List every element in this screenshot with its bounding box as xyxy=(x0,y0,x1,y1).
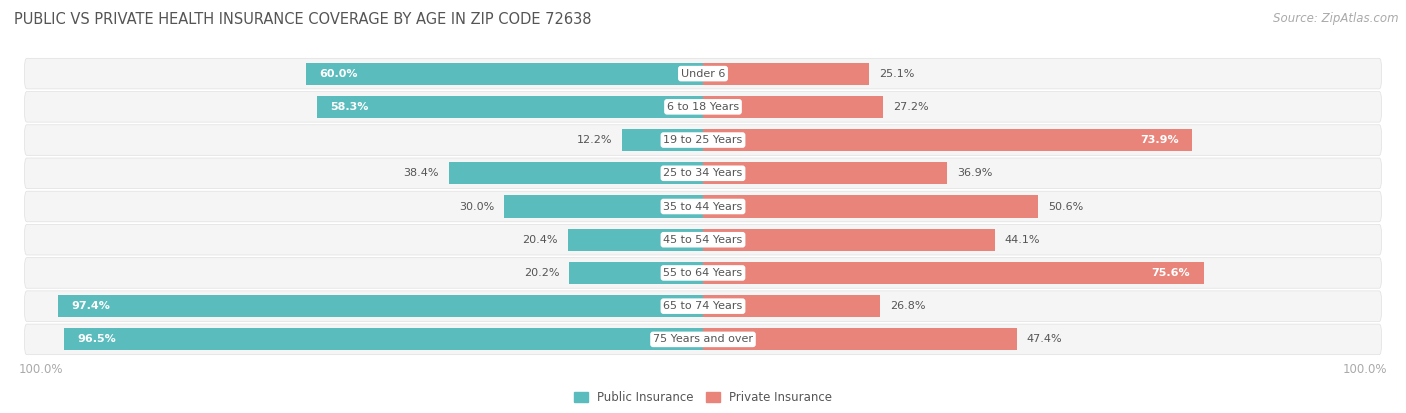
Text: 50.6%: 50.6% xyxy=(1047,202,1083,211)
Text: 25 to 34 Years: 25 to 34 Years xyxy=(664,168,742,178)
Text: 55 to 64 Years: 55 to 64 Years xyxy=(664,268,742,278)
FancyBboxPatch shape xyxy=(316,96,703,118)
Legend: Public Insurance, Private Insurance: Public Insurance, Private Insurance xyxy=(569,386,837,408)
FancyBboxPatch shape xyxy=(569,262,703,284)
FancyBboxPatch shape xyxy=(305,63,703,85)
Text: 6 to 18 Years: 6 to 18 Years xyxy=(666,102,740,112)
FancyBboxPatch shape xyxy=(703,195,1038,218)
Text: 96.5%: 96.5% xyxy=(77,335,117,344)
FancyBboxPatch shape xyxy=(703,262,1204,284)
Text: Under 6: Under 6 xyxy=(681,69,725,78)
Text: 97.4%: 97.4% xyxy=(72,301,110,311)
FancyBboxPatch shape xyxy=(703,162,948,184)
Text: 58.3%: 58.3% xyxy=(330,102,368,112)
FancyBboxPatch shape xyxy=(24,158,1382,189)
FancyBboxPatch shape xyxy=(703,96,883,118)
FancyBboxPatch shape xyxy=(65,328,703,350)
Text: 30.0%: 30.0% xyxy=(460,202,495,211)
Text: 35 to 44 Years: 35 to 44 Years xyxy=(664,202,742,211)
Text: PUBLIC VS PRIVATE HEALTH INSURANCE COVERAGE BY AGE IN ZIP CODE 72638: PUBLIC VS PRIVATE HEALTH INSURANCE COVER… xyxy=(14,12,592,27)
Text: 60.0%: 60.0% xyxy=(319,69,357,78)
Text: 38.4%: 38.4% xyxy=(404,168,439,178)
FancyBboxPatch shape xyxy=(58,295,703,317)
FancyBboxPatch shape xyxy=(703,295,880,317)
Text: 20.2%: 20.2% xyxy=(524,268,560,278)
FancyBboxPatch shape xyxy=(24,224,1382,255)
FancyBboxPatch shape xyxy=(24,125,1382,155)
Text: 44.1%: 44.1% xyxy=(1005,235,1040,245)
Text: 65 to 74 Years: 65 to 74 Years xyxy=(664,301,742,311)
Text: 36.9%: 36.9% xyxy=(957,168,993,178)
FancyBboxPatch shape xyxy=(623,129,703,151)
Text: 75.6%: 75.6% xyxy=(1152,268,1191,278)
Text: 73.9%: 73.9% xyxy=(1140,135,1180,145)
Text: 20.4%: 20.4% xyxy=(523,235,558,245)
FancyBboxPatch shape xyxy=(24,291,1382,321)
Text: 12.2%: 12.2% xyxy=(576,135,612,145)
FancyBboxPatch shape xyxy=(703,129,1192,151)
FancyBboxPatch shape xyxy=(24,191,1382,222)
FancyBboxPatch shape xyxy=(703,63,869,85)
Text: 26.8%: 26.8% xyxy=(890,301,927,311)
FancyBboxPatch shape xyxy=(24,58,1382,89)
Text: 27.2%: 27.2% xyxy=(893,102,928,112)
Text: 75 Years and over: 75 Years and over xyxy=(652,335,754,344)
FancyBboxPatch shape xyxy=(703,328,1017,350)
FancyBboxPatch shape xyxy=(703,229,995,251)
Text: Source: ZipAtlas.com: Source: ZipAtlas.com xyxy=(1274,12,1399,25)
Text: 47.4%: 47.4% xyxy=(1026,335,1063,344)
FancyBboxPatch shape xyxy=(505,195,703,218)
FancyBboxPatch shape xyxy=(24,324,1382,355)
Text: 25.1%: 25.1% xyxy=(879,69,914,78)
FancyBboxPatch shape xyxy=(568,229,703,251)
FancyBboxPatch shape xyxy=(24,258,1382,288)
Text: 45 to 54 Years: 45 to 54 Years xyxy=(664,235,742,245)
FancyBboxPatch shape xyxy=(24,92,1382,122)
FancyBboxPatch shape xyxy=(449,162,703,184)
Text: 19 to 25 Years: 19 to 25 Years xyxy=(664,135,742,145)
